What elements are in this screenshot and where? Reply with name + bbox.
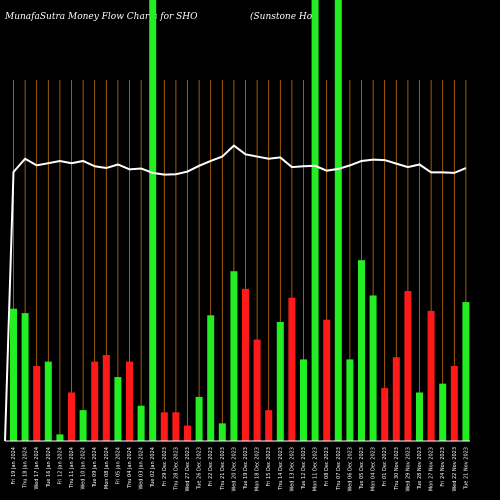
x-labels: Fri 19 Jan 2024 Thu 18 Jan 2024 Wed 17 Jan…	[11, 447, 469, 492]
x-tick-label: Fri 15 Dec 2023	[266, 447, 272, 487]
x-tick-label: Fri 22 Dec 2023	[208, 447, 214, 487]
x-tick-label: Tue 09 Jan 2024	[92, 447, 98, 488]
money-flow-line	[4, 144, 467, 442]
bar	[21, 313, 29, 441]
bar	[253, 339, 261, 441]
x-tick-label: Wed 13 Dec 2023	[289, 447, 295, 491]
x-tick-label: Thu 04 Jan 2024	[127, 447, 133, 489]
x-tick-label: Fri 08 Dec 2023	[324, 447, 330, 487]
bar	[114, 377, 122, 441]
bar	[91, 361, 99, 441]
bar	[44, 361, 52, 441]
x-tick-label: Wed 29 Nov 2023	[405, 447, 411, 492]
bar	[218, 423, 226, 441]
x-tick-label: Thu 11 Jan 2024	[69, 447, 75, 489]
bar	[184, 425, 191, 441]
bar	[450, 366, 458, 441]
bar	[416, 392, 423, 441]
x-tick-label: Wed 22 Nov 2023	[452, 447, 458, 492]
bar	[137, 405, 145, 441]
x-tick-label: Fri 19 Jan 2024	[11, 447, 17, 485]
x-tick-label: Tue 16 Jan 2024	[46, 447, 52, 488]
bar	[195, 396, 203, 441]
chart-subtitle: (Sunstone Hot	[250, 12, 316, 22]
x-tick-label: Thu 14 Dec 2023	[278, 447, 284, 491]
bar	[10, 308, 17, 441]
bar	[358, 260, 365, 441]
x-tick-label: Tue 02 Jan 2024	[150, 447, 156, 488]
bar	[392, 357, 400, 441]
bar	[207, 315, 215, 441]
bar	[172, 412, 180, 441]
bar	[126, 361, 133, 441]
bar	[149, 0, 157, 441]
x-tick-label: Fri 05 Jan 2024	[115, 447, 121, 485]
x-tick-label: Wed 17 Jan 2024	[34, 447, 40, 489]
bar	[300, 359, 307, 441]
line-layer	[4, 144, 467, 442]
bar	[381, 388, 389, 441]
x-tick-label: Fri 12 Jan 2024	[57, 447, 63, 485]
bar	[311, 0, 319, 441]
bar	[160, 412, 168, 441]
bar	[334, 0, 342, 441]
x-tick-label: Tue 28 Nov 2023	[417, 447, 423, 490]
x-tick-label: Thu 30 Nov 2023	[394, 447, 400, 491]
bar	[288, 297, 296, 441]
x-tick-label: Fri 29 Dec 2023	[162, 447, 168, 487]
bar	[33, 366, 41, 441]
x-tick-label: Wed 06 Dec 2023	[347, 447, 353, 491]
bars-layer	[10, 0, 470, 441]
x-tick-label: Thu 18 Jan 2024	[23, 447, 29, 489]
bar	[265, 410, 273, 441]
x-tick-label: Tue 05 Dec 2023	[359, 447, 365, 490]
bar	[462, 302, 470, 441]
x-tick-label: Mon 11 Dec 2023	[313, 447, 319, 491]
x-tick-label: Thu 21 Dec 2023	[220, 447, 226, 491]
bar	[427, 310, 435, 441]
bar	[68, 392, 75, 441]
x-tick-label: Mon 18 Dec 2023	[255, 447, 261, 491]
x-tick-label: Wed 27 Dec 2023	[185, 447, 191, 491]
bar	[230, 271, 238, 441]
bar	[323, 319, 331, 441]
x-tick-label: Wed 20 Dec 2023	[231, 447, 237, 491]
bar	[56, 434, 64, 441]
chart-title: MunafaSutra Money Flow Charts for SHO	[5, 12, 198, 22]
bar	[102, 355, 110, 441]
x-tick-label: Mon 08 Jan 2024	[104, 447, 110, 489]
bar	[276, 321, 284, 441]
bar	[439, 383, 447, 441]
bar	[242, 288, 249, 441]
bar	[79, 410, 87, 441]
x-tick-label: Wed 10 Jan 2024	[81, 447, 87, 489]
x-tick-label: Tue 12 Dec 2023	[301, 447, 307, 490]
x-tick-label: Tue 26 Dec 2023	[197, 447, 203, 490]
x-tick-label: Tue 21 Nov 2023	[463, 447, 469, 490]
x-tick-label: Tue 19 Dec 2023	[243, 447, 249, 490]
x-tick-label: Thu 07 Dec 2023	[336, 447, 342, 491]
bar	[369, 295, 377, 441]
x-tick-label: Wed 03 Jan 2024	[139, 447, 145, 489]
bar	[404, 291, 412, 441]
x-tick-label: Mon 27 Nov 2023	[429, 447, 435, 491]
bar	[346, 359, 354, 441]
x-tick-label: Thu 28 Dec 2023	[173, 447, 179, 491]
x-tick-label: Fri 01 Dec 2023	[382, 447, 388, 487]
x-tick-label: Fri 24 Nov 2023	[440, 447, 446, 487]
x-tick-label: Mon 04 Dec 2023	[371, 447, 377, 491]
